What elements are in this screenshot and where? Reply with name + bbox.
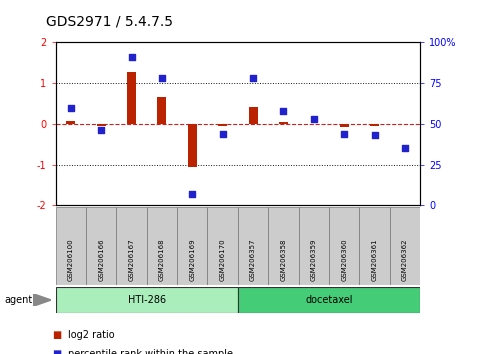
Text: GSM206100: GSM206100 bbox=[68, 239, 74, 281]
Bar bbox=[56, 207, 86, 285]
Point bbox=[371, 132, 379, 138]
Bar bbox=[370, 124, 379, 126]
Bar bbox=[177, 207, 208, 285]
Bar bbox=[157, 97, 167, 124]
Bar bbox=[249, 107, 257, 124]
Bar bbox=[188, 124, 197, 167]
Text: ■: ■ bbox=[53, 330, 66, 339]
Text: docetaxel: docetaxel bbox=[305, 295, 353, 305]
Bar bbox=[268, 207, 298, 285]
Text: agent: agent bbox=[5, 295, 33, 305]
Bar bbox=[97, 124, 106, 126]
Text: GSM206168: GSM206168 bbox=[159, 239, 165, 281]
Text: percentile rank within the sample: percentile rank within the sample bbox=[68, 349, 233, 354]
Bar bbox=[147, 207, 177, 285]
Point bbox=[128, 54, 135, 60]
Bar bbox=[218, 124, 227, 126]
Bar bbox=[86, 207, 116, 285]
Bar bbox=[116, 207, 147, 285]
Text: GSM206361: GSM206361 bbox=[371, 239, 378, 281]
Point bbox=[341, 131, 348, 137]
Text: GSM206169: GSM206169 bbox=[189, 239, 195, 281]
Text: HTI-286: HTI-286 bbox=[128, 295, 166, 305]
Text: GSM206362: GSM206362 bbox=[402, 239, 408, 281]
Bar bbox=[359, 207, 390, 285]
Text: log2 ratio: log2 ratio bbox=[68, 330, 114, 339]
Text: GDS2971 / 5.4.7.5: GDS2971 / 5.4.7.5 bbox=[46, 14, 173, 28]
Point bbox=[188, 191, 196, 197]
Point bbox=[310, 116, 318, 122]
Text: GSM206167: GSM206167 bbox=[128, 239, 135, 281]
Point bbox=[249, 75, 257, 81]
Bar bbox=[56, 287, 238, 313]
Bar bbox=[127, 72, 136, 124]
Bar bbox=[238, 207, 268, 285]
Point bbox=[280, 108, 287, 114]
Text: ■: ■ bbox=[53, 349, 66, 354]
Polygon shape bbox=[33, 294, 51, 307]
Text: GSM206357: GSM206357 bbox=[250, 239, 256, 281]
Text: GSM206170: GSM206170 bbox=[220, 239, 226, 281]
Bar bbox=[340, 124, 349, 127]
Bar bbox=[279, 122, 288, 124]
Point bbox=[67, 105, 74, 110]
Bar bbox=[66, 121, 75, 124]
Text: GSM206358: GSM206358 bbox=[281, 239, 286, 281]
Point bbox=[401, 145, 409, 151]
Text: GSM206360: GSM206360 bbox=[341, 239, 347, 281]
Point bbox=[158, 75, 166, 81]
Bar bbox=[390, 207, 420, 285]
Bar bbox=[329, 207, 359, 285]
Text: GSM206166: GSM206166 bbox=[98, 239, 104, 281]
Text: GSM206359: GSM206359 bbox=[311, 239, 317, 281]
Bar bbox=[238, 287, 420, 313]
Bar bbox=[208, 207, 238, 285]
Point bbox=[97, 127, 105, 133]
Bar bbox=[298, 207, 329, 285]
Point bbox=[219, 131, 227, 137]
